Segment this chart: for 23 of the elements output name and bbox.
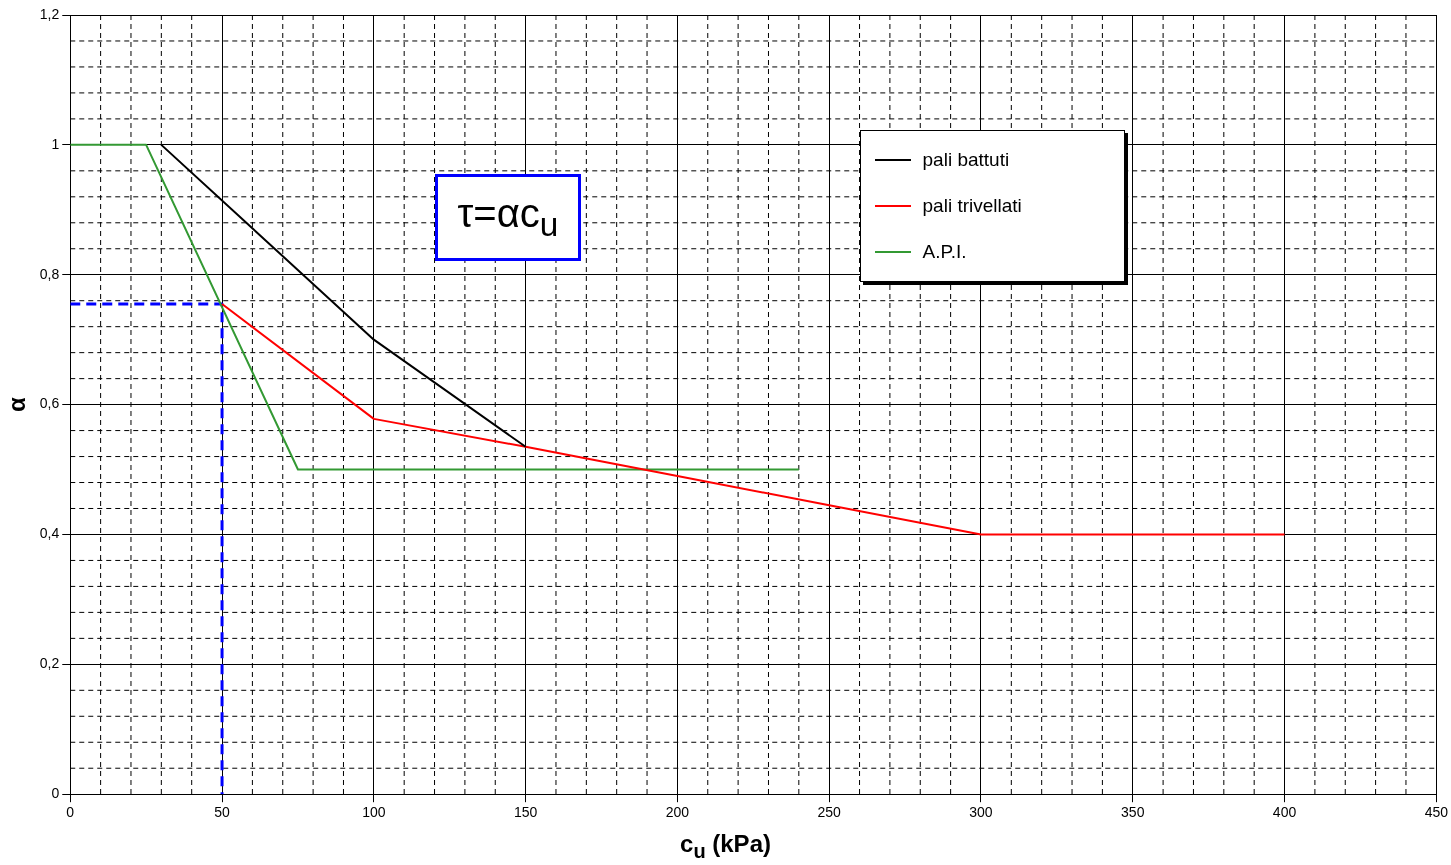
x-axis-title: c$_{u}$ (kPa) xyxy=(679,830,772,863)
x-tick-label: 300 xyxy=(969,804,993,821)
y-tick-label: 0 xyxy=(51,785,60,802)
x-tick-label: 200 xyxy=(665,804,690,821)
y-axis-title: α xyxy=(3,396,31,412)
y-tick-label: 0,6 xyxy=(39,395,60,412)
y-tick-label: 0,8 xyxy=(39,265,60,282)
legend-label: pali trivellati xyxy=(922,195,1022,217)
annotation: τ=αc$_{u}$ xyxy=(434,174,582,262)
x-tick-label: 0 xyxy=(66,804,75,821)
y-tick-label: 1,2 xyxy=(39,5,60,22)
x-tick-label: 50 xyxy=(214,804,231,821)
x-tick-label: 150 xyxy=(513,804,538,821)
y-tick-label: 0,4 xyxy=(39,525,60,542)
legend-label: A.P.I. xyxy=(922,241,967,263)
x-tick-label: 450 xyxy=(1424,804,1449,821)
x-tick-label: 350 xyxy=(1121,804,1145,821)
x-tick-label: 400 xyxy=(1272,804,1297,821)
x-tick-label: 100 xyxy=(362,804,386,821)
x-tick-label: 250 xyxy=(817,804,842,821)
y-tick-label: 1 xyxy=(51,135,60,152)
y-tick-label: 0,2 xyxy=(39,655,60,672)
legend-label: pali battuti xyxy=(922,149,1010,171)
